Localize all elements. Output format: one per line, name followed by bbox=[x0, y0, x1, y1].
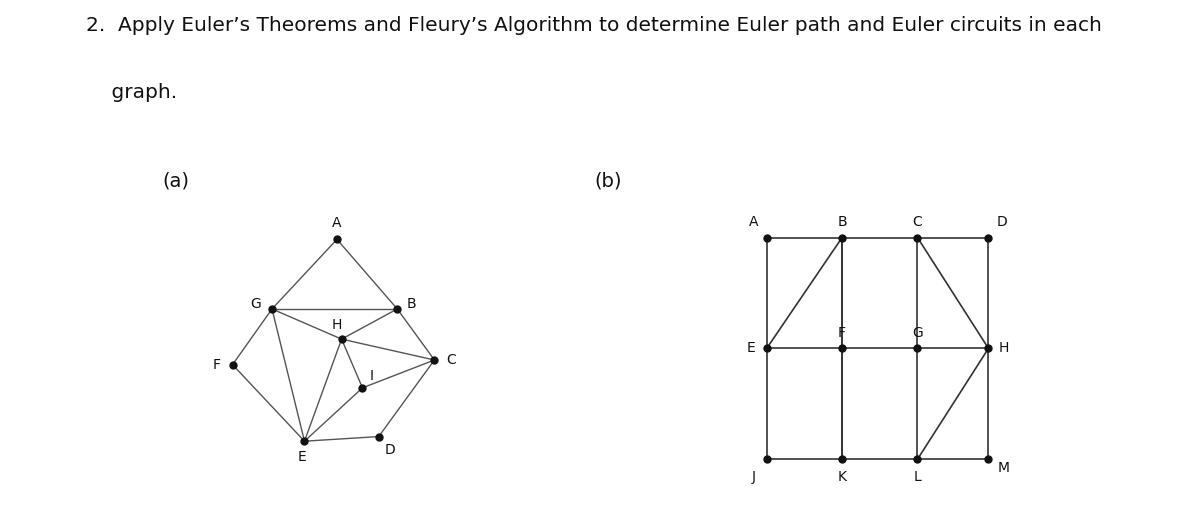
Text: H: H bbox=[331, 318, 342, 332]
Text: D: D bbox=[996, 215, 1007, 229]
Text: E: E bbox=[746, 342, 756, 355]
Text: B: B bbox=[838, 215, 847, 229]
Text: M: M bbox=[998, 461, 1010, 475]
Text: G: G bbox=[251, 297, 262, 311]
Text: F: F bbox=[838, 326, 846, 340]
Text: B: B bbox=[407, 297, 416, 311]
Text: L: L bbox=[913, 470, 922, 484]
Text: (b): (b) bbox=[594, 172, 622, 191]
Text: A: A bbox=[332, 216, 342, 230]
Text: graph.: graph. bbox=[86, 83, 178, 102]
Text: C: C bbox=[445, 353, 456, 367]
Text: E: E bbox=[298, 450, 306, 464]
Text: F: F bbox=[212, 358, 221, 372]
Text: D: D bbox=[385, 444, 396, 458]
Text: J: J bbox=[751, 470, 755, 484]
Text: 2.  Apply Euler’s Theorems and Fleury’s Algorithm to determine Euler path and Eu: 2. Apply Euler’s Theorems and Fleury’s A… bbox=[86, 16, 1103, 35]
Text: I: I bbox=[370, 369, 373, 383]
Text: C: C bbox=[913, 215, 923, 229]
Text: (a): (a) bbox=[162, 172, 190, 191]
Text: G: G bbox=[912, 326, 923, 340]
Text: H: H bbox=[998, 342, 1009, 355]
Text: A: A bbox=[749, 215, 758, 229]
Text: K: K bbox=[838, 470, 846, 484]
